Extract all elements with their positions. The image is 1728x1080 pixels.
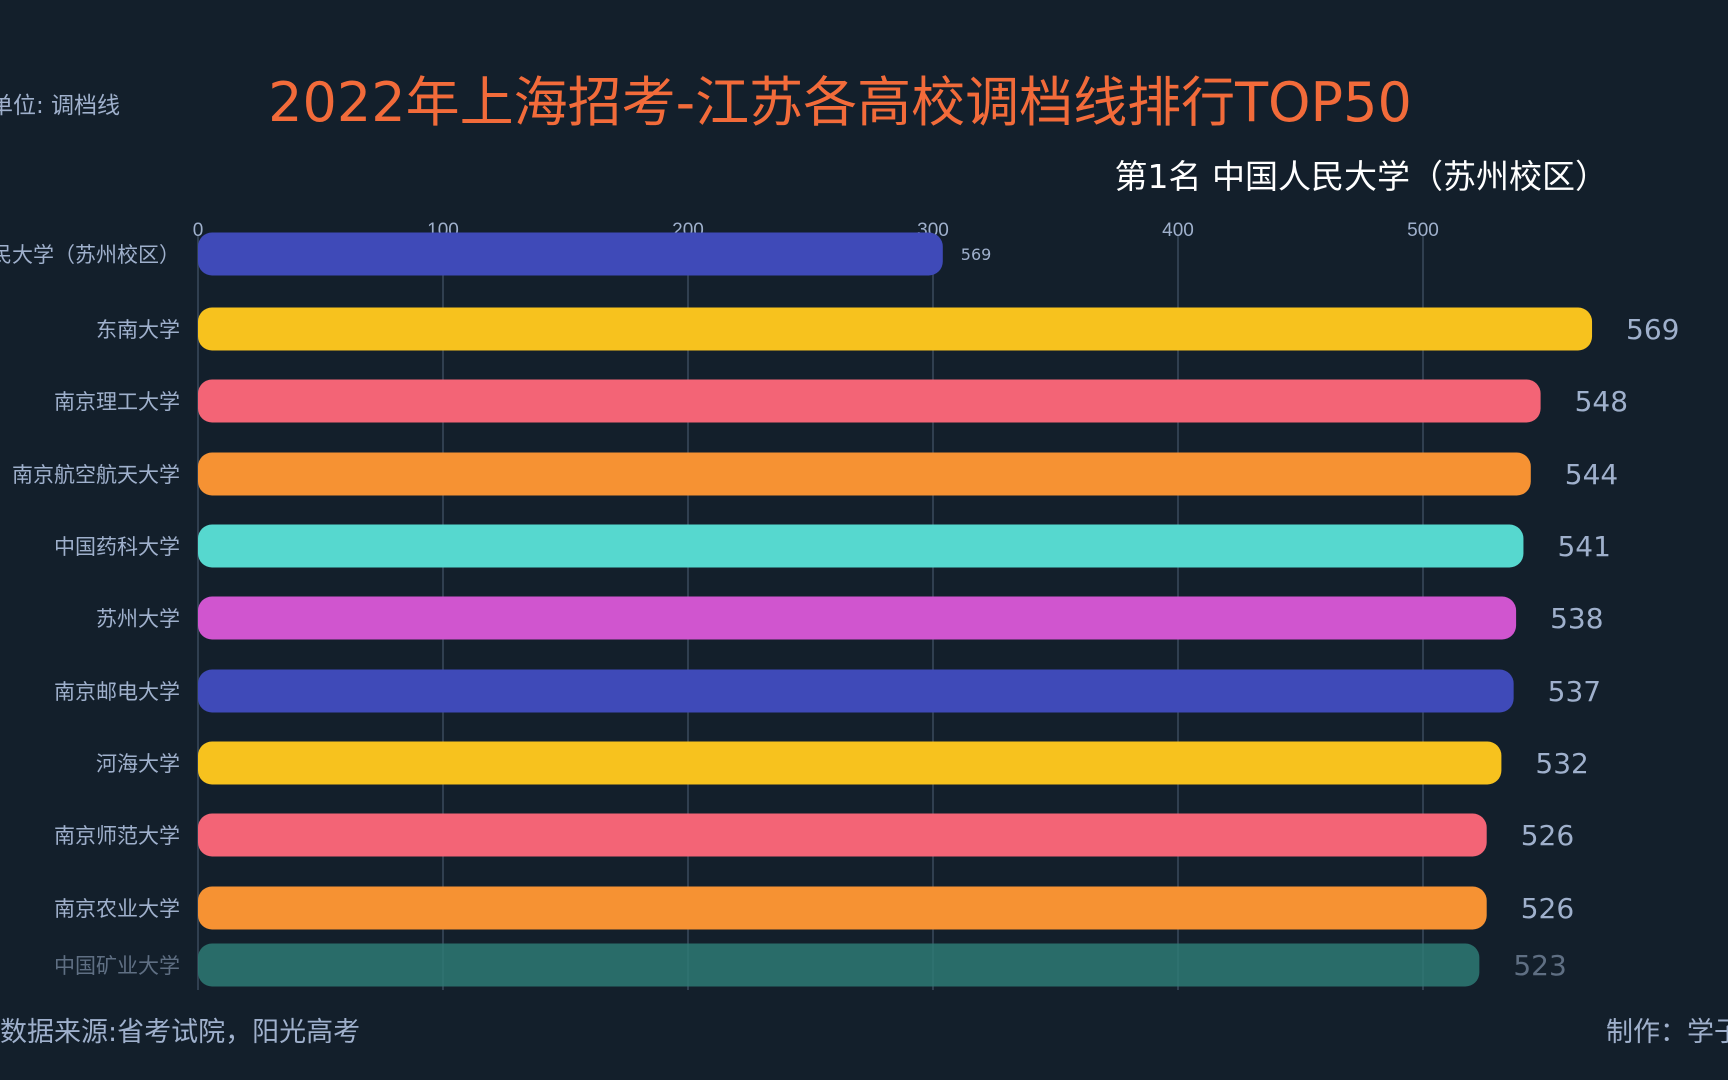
category-label: 中国矿业大学: [54, 954, 180, 978]
category-label: 苏州大学: [96, 607, 180, 631]
category-label: 南京邮电大学: [54, 680, 180, 704]
bar: [198, 232, 943, 276]
category-label: 南京航空航天大学: [12, 463, 180, 487]
x-tick-label: 500: [1407, 220, 1439, 241]
value-label: 526: [1521, 892, 1574, 925]
value-label: 532: [1535, 747, 1588, 780]
category-label: 南京农业大学: [54, 897, 180, 921]
bar: [198, 813, 1487, 857]
bar: [198, 741, 1502, 785]
unit-label: 单位: 调档线: [0, 93, 121, 119]
category-label: 南京师范大学: [54, 824, 180, 848]
value-label: 537: [1548, 675, 1601, 708]
category-label: 中国人民大学（苏州校区）: [0, 243, 180, 267]
value-label: 523: [1513, 949, 1566, 982]
current-rank-label: 第1名 中国人民大学（苏州校区）: [1114, 157, 1609, 196]
category-label: 南京理工大学: [54, 390, 180, 414]
bar: [198, 307, 1593, 351]
category-label: 中国药科大学: [54, 535, 180, 559]
bar: [198, 379, 1541, 423]
value-label: 538: [1550, 602, 1603, 635]
category-label: 东南大学: [96, 318, 180, 342]
bar: [198, 524, 1524, 568]
bar: [198, 669, 1514, 713]
x-tick-label: 0: [193, 220, 204, 241]
bar: [198, 943, 1480, 987]
value-label: 541: [1557, 530, 1610, 563]
category-label: 河海大学: [96, 752, 180, 776]
chart-title: 2022年上海招考-江苏各高校调档线排行TOP50: [268, 71, 1412, 134]
bar: [198, 596, 1517, 640]
value-label: 526: [1521, 819, 1574, 852]
bar: [198, 452, 1531, 496]
value-label: 569: [1626, 313, 1679, 346]
value-label: 548: [1575, 385, 1628, 418]
credit-label: 制作：学子: [1606, 1017, 1728, 1048]
bar: [198, 886, 1487, 930]
data-source-label: 数据来源:省考试院，阳光高考: [0, 1017, 361, 1048]
value-label: 569: [961, 245, 992, 264]
x-tick-label: 400: [1162, 220, 1194, 241]
value-label: 544: [1565, 458, 1618, 491]
